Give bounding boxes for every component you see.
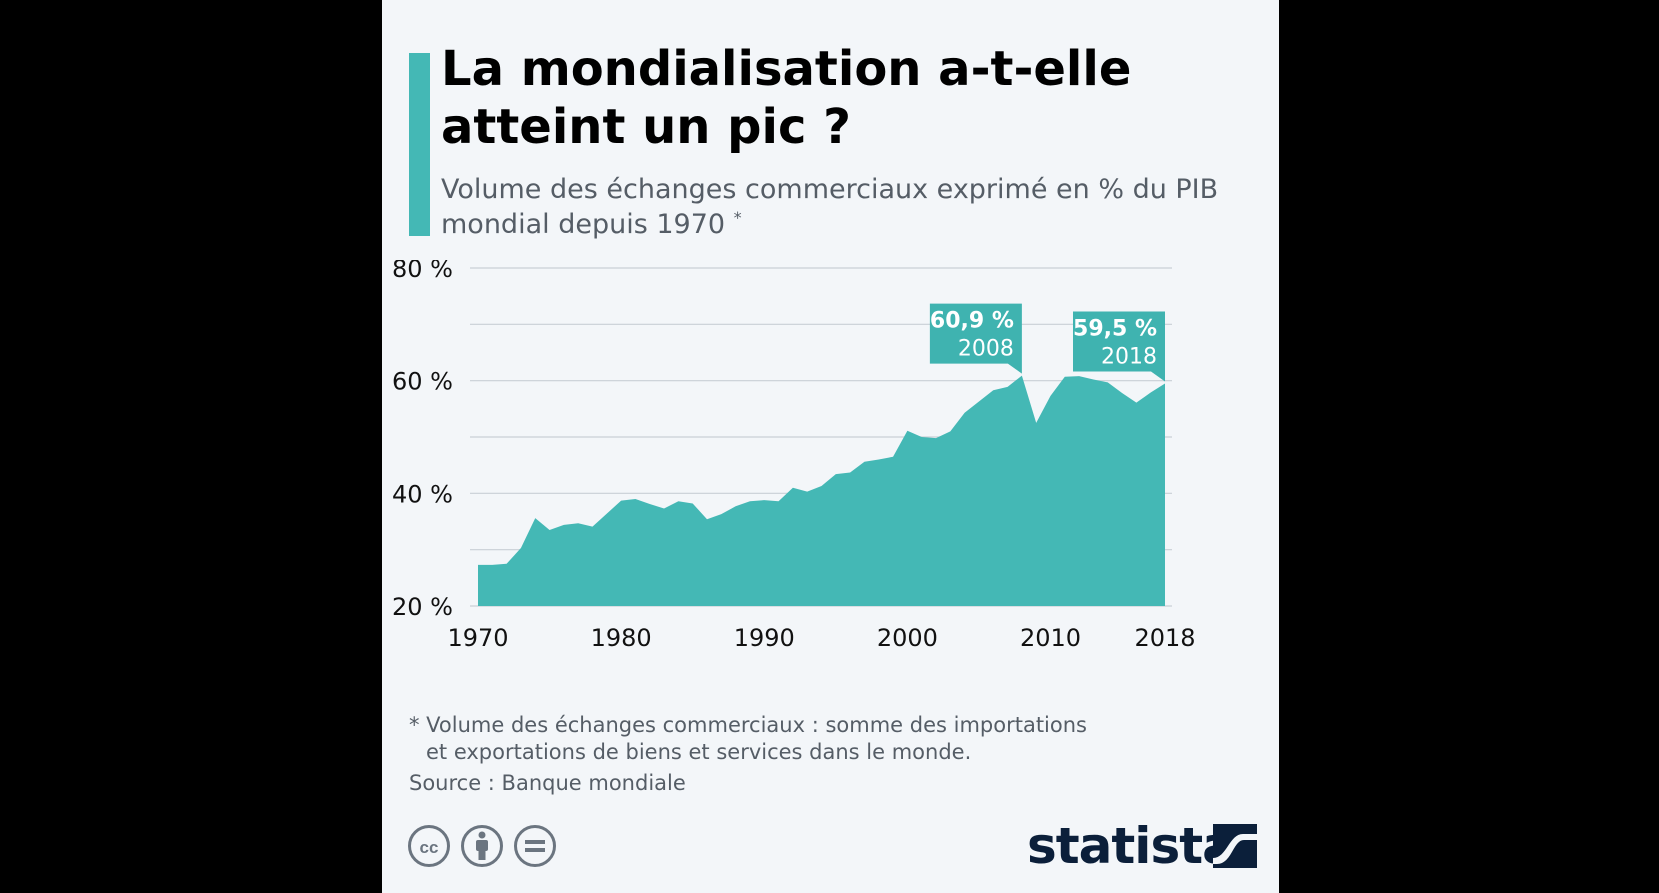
creative-commons-icon: cc (408, 825, 450, 867)
area-series (478, 375, 1165, 606)
svg-text:cc: cc (420, 838, 439, 857)
chart-title: La mondialisation a-t-elle atteint un pi… (441, 41, 1132, 155)
y-tick-label: 80 % (392, 260, 453, 283)
statista-logo: statista (1027, 818, 1257, 874)
x-tick-label: 2000 (877, 624, 938, 652)
callout-2018: 59,5 % 2018 (1073, 311, 1165, 382)
callout-box (1073, 311, 1165, 382)
y-axis-labels: 20 % 40 % 60 % 80 % (392, 260, 453, 621)
trade-volume-area (478, 375, 1165, 606)
license-icons: cc (407, 823, 557, 869)
subtitle-text: Volume des échanges commerciaux exprimé … (441, 174, 1219, 240)
callout-year: 2018 (1101, 344, 1157, 369)
annotations: 60,9 % 2008 59,5 % 2018 (929, 303, 1165, 382)
attribution-person-icon (461, 825, 503, 867)
y-tick-label: 20 % (392, 593, 453, 621)
y-tick-label: 60 % (392, 368, 453, 396)
x-axis-labels: 1970 1980 1990 2000 2010 2018 (447, 624, 1195, 652)
area-chart: 20 % 40 % 60 % 80 % 1970 1980 1990 2000 2010 201… (392, 260, 1196, 652)
title-accent-bar (409, 53, 430, 236)
x-tick-label: 2018 (1134, 624, 1195, 652)
no-derivatives-icon (514, 825, 556, 867)
brand-wordmark: statista (1027, 817, 1236, 875)
statista-mark-icon (1213, 824, 1257, 868)
x-tick-label: 1970 (447, 624, 508, 652)
footnote: * Volume des échanges commerciaux : somm… (409, 712, 1169, 766)
infographic-card: La mondialisation a-t-elle atteint un pi… (382, 0, 1279, 893)
footnote-line-1: * Volume des échanges commerciaux : somm… (409, 713, 1087, 737)
x-tick-label: 2010 (1020, 624, 1081, 652)
callout-value: 60,9 % (930, 309, 1014, 334)
callout-value: 59,5 % (1073, 316, 1157, 341)
callout-box (929, 303, 1022, 374)
footnote-line-2: et exportations de biens et services dan… (426, 740, 972, 764)
callout-2008: 60,9 % 2008 (929, 303, 1022, 374)
chart-subtitle: Volume des échanges commerciaux exprimé … (441, 172, 1241, 242)
x-tick-label: 1980 (591, 624, 652, 652)
callout-year: 2008 (958, 337, 1014, 362)
source-text: Source : Banque mondiale (409, 771, 686, 795)
x-tick-label: 1990 (734, 624, 795, 652)
y-tick-label: 40 % (392, 480, 453, 508)
subtitle-footnote-marker: * (733, 208, 742, 227)
